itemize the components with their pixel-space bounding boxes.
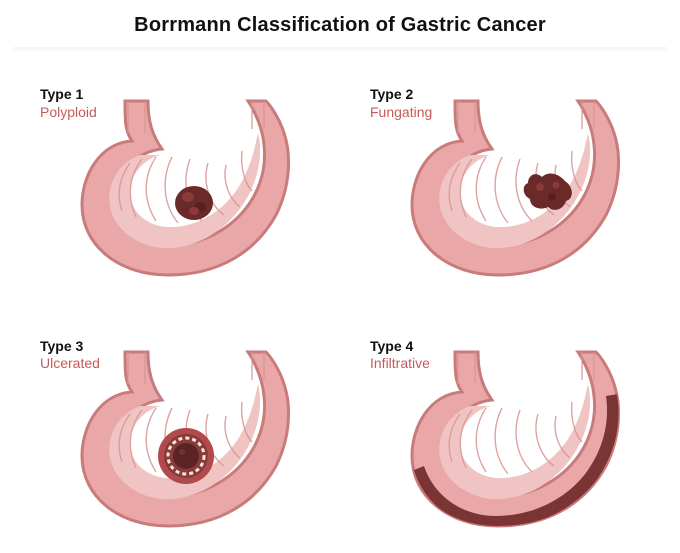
- stomach-illustration: [370, 332, 640, 534]
- stomach-svg: [70, 93, 320, 288]
- tumor-polypoid: [175, 186, 213, 220]
- stomach-svg: [400, 93, 650, 288]
- stomach-illustration: [40, 332, 310, 534]
- panel-type3: Type 3 Ulcerated: [40, 332, 310, 534]
- panel-type4: Type 4 Infiltrative: [370, 332, 640, 534]
- diagram-grid: Type 1 Polyploid: [40, 80, 640, 533]
- stomach-illustration: [40, 80, 310, 282]
- stomach-svg: [400, 344, 650, 539]
- tumor-ulcer: [158, 428, 214, 484]
- title-divider: [12, 47, 668, 53]
- page-title: Borrmann Classification of Gastric Cance…: [0, 0, 680, 37]
- panel-type2: Type 2 Fungating: [370, 80, 640, 282]
- stomach-svg: [70, 344, 320, 539]
- panel-type1: Type 1 Polyploid: [40, 80, 310, 282]
- stomach-illustration: [370, 80, 640, 282]
